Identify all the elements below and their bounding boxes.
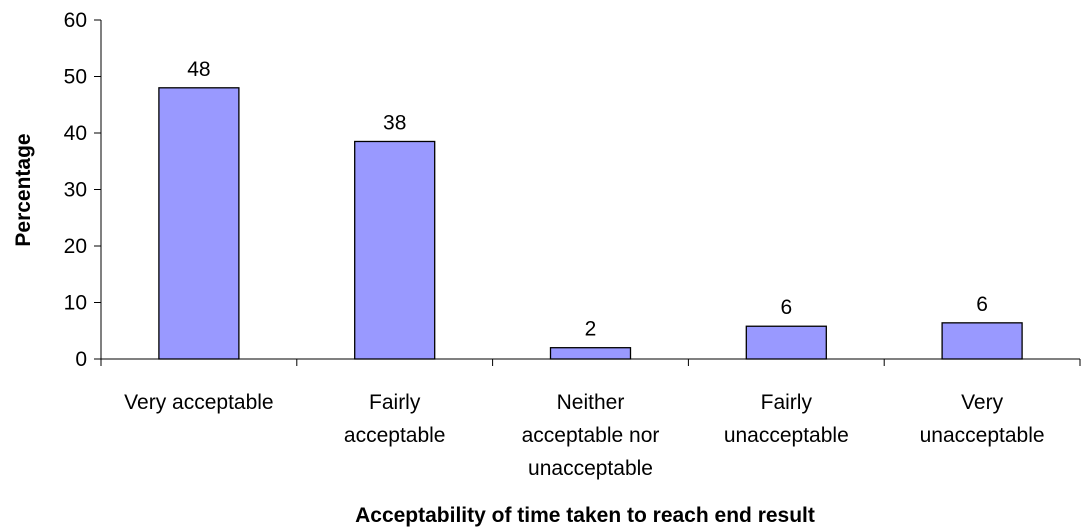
data-label: 2 [585, 318, 597, 341]
y-tick-label: 10 [64, 292, 87, 315]
data-label: 6 [780, 296, 792, 319]
category-label: unacceptable [920, 424, 1045, 447]
x-axis [100, 358, 1081, 366]
category-label: unacceptable [528, 457, 653, 480]
category-label: unacceptable [724, 424, 849, 447]
y-tick-label: 50 [64, 66, 87, 89]
y-axis-title: Percentage [12, 133, 35, 246]
category-label: Neither [557, 391, 625, 414]
category-label: Fairly [761, 391, 813, 414]
data-label: 38 [383, 111, 406, 134]
bar [549, 347, 632, 360]
category-label: acceptable nor [522, 424, 660, 447]
bars [158, 87, 1023, 360]
category-labels: Very acceptable Fairly acceptable Neither ac… [124, 391, 1044, 480]
y-tick-label: 30 [64, 179, 87, 202]
category-label: Fairly [369, 391, 421, 414]
category-label: Very [961, 391, 1004, 414]
category-label: Very acceptable [124, 391, 273, 414]
data-labels: 48 38 2 6 6 [187, 58, 988, 341]
x-axis-title: Acceptability of time taken to reach end… [355, 504, 815, 527]
y-tick-label: 60 [64, 9, 87, 32]
y-tick-label: 20 [64, 235, 87, 258]
bar [158, 87, 240, 360]
y-tick-label: 0 [75, 348, 87, 371]
bar [745, 325, 827, 360]
data-label: 6 [976, 293, 988, 316]
data-label: 48 [187, 58, 210, 81]
y-tick-label: 40 [64, 122, 87, 145]
category-label: acceptable [344, 424, 446, 447]
y-axis: 0 10 20 30 40 50 60 [64, 9, 102, 371]
bar [941, 322, 1023, 360]
bar [354, 140, 436, 360]
